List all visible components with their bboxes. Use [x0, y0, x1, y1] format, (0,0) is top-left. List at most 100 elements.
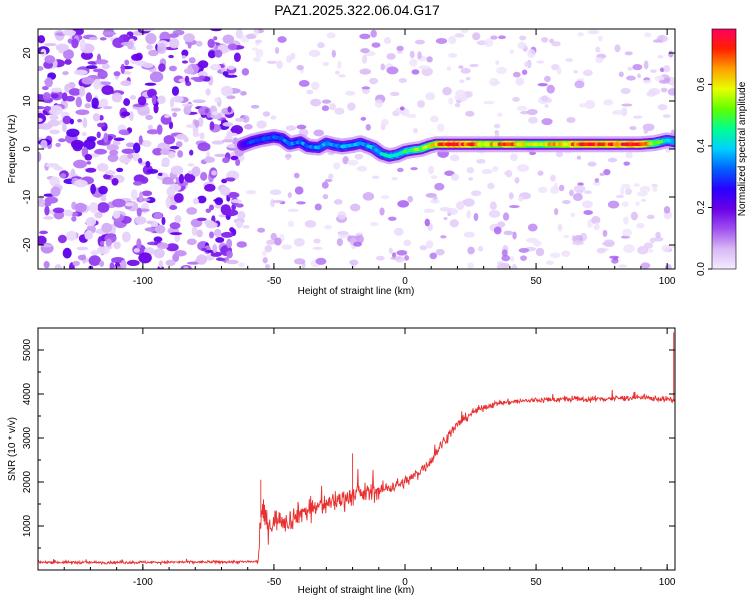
noise-blob — [489, 201, 497, 210]
noise-blob — [161, 157, 170, 166]
noise-blob — [461, 199, 469, 204]
noise-blob — [276, 60, 283, 70]
noise-blob — [168, 33, 179, 38]
noise-blob — [293, 258, 306, 265]
noise-blob — [393, 227, 404, 236]
noise-blob — [501, 254, 511, 262]
noise-blob — [455, 89, 467, 99]
noise-blob — [508, 204, 520, 209]
noise-blob — [199, 132, 205, 140]
snr-panel: -100 -50 0 50 100 1000 2000 3000 4000 5000 Heigh… — [7, 327, 676, 596]
noise-blob — [517, 196, 524, 202]
noise-blob — [296, 124, 307, 130]
noise-blob — [624, 51, 633, 56]
noise-blob — [505, 169, 513, 178]
noise-blob — [623, 161, 631, 166]
spectrogram-y-label: Frequency (Hz) — [7, 115, 18, 184]
noise-blob — [38, 66, 44, 71]
noise-blob — [595, 46, 601, 53]
noise-blob — [577, 182, 584, 186]
noise-blob — [448, 97, 454, 105]
noise-blob — [226, 250, 233, 259]
noise-blob — [105, 238, 112, 247]
noise-blob — [503, 230, 514, 236]
noise-blob — [109, 149, 119, 156]
noise-blob — [68, 88, 81, 96]
noise-blob — [321, 181, 329, 189]
noise-blob — [50, 186, 61, 197]
noise-blob — [85, 217, 97, 227]
noise-blob — [636, 222, 645, 229]
noise-blob — [642, 79, 653, 84]
noise-blob — [112, 210, 121, 219]
noise-blob — [558, 184, 565, 192]
noise-blob — [255, 48, 264, 58]
noise-blob — [58, 138, 66, 143]
noise-blob — [79, 38, 86, 50]
noise-blob — [147, 49, 159, 57]
noise-blob — [536, 60, 545, 64]
noise-blob — [207, 50, 216, 59]
noise-blob — [413, 127, 418, 134]
noise-blob — [529, 151, 536, 156]
noise-blob — [371, 42, 381, 48]
noise-blob — [565, 58, 574, 63]
noise-blob — [664, 264, 672, 269]
noise-blob — [520, 110, 530, 115]
noise-blob — [103, 132, 109, 143]
noise-blob — [657, 55, 664, 59]
noise-blob — [157, 95, 166, 104]
noise-blob — [404, 255, 410, 261]
noise-blob — [262, 250, 267, 256]
noise-blob — [612, 256, 619, 261]
noise-blob — [99, 98, 109, 107]
noise-blob — [646, 214, 655, 220]
noise-blob — [661, 244, 671, 253]
noise-blob — [357, 234, 364, 244]
noise-blob — [192, 131, 200, 137]
noise-blob — [389, 91, 400, 97]
noise-blob — [287, 192, 292, 198]
noise-blob — [222, 34, 235, 44]
noise-blob — [361, 86, 371, 90]
noise-blob — [493, 80, 500, 85]
snr-frame — [37, 327, 676, 571]
noise-blob — [396, 45, 404, 52]
noise-blob — [49, 129, 60, 135]
noise-blob — [165, 197, 171, 208]
noise-blob — [414, 39, 425, 45]
noise-blob — [97, 202, 110, 213]
noise-blob — [109, 262, 115, 269]
noise-blob — [186, 261, 200, 265]
noise-blob — [643, 60, 649, 70]
noise-blob — [313, 129, 325, 137]
noise-blob — [287, 208, 299, 213]
noise-blob — [132, 180, 143, 186]
noise-blob — [181, 49, 189, 57]
noise-blob — [298, 80, 310, 87]
noise-blob — [244, 124, 253, 130]
spectrogram-y-tick-label: 10 — [22, 95, 33, 107]
noise-blob — [75, 96, 83, 108]
noise-blob — [192, 197, 199, 205]
noise-blob — [113, 266, 122, 269]
noise-blob — [86, 136, 97, 142]
noise-blob — [449, 219, 459, 228]
spectrogram-y-tick-label: 20 — [22, 47, 33, 59]
noise-blob — [306, 89, 314, 95]
noise-blob — [526, 108, 538, 116]
noise-blob — [312, 246, 323, 251]
noise-blob — [118, 129, 129, 135]
noise-blob — [607, 157, 618, 163]
noise-blob — [200, 171, 208, 181]
noise-blob — [541, 118, 553, 126]
noise-blob — [296, 64, 304, 71]
noise-blob — [469, 63, 479, 68]
noise-blob — [229, 227, 235, 233]
noise-blob — [623, 244, 635, 253]
noise-blob — [396, 50, 403, 54]
noise-blob — [629, 126, 637, 131]
noise-blob — [146, 44, 153, 50]
colorbar-ticks: 0.0 0.2 0.4 0.6 — [696, 77, 712, 276]
